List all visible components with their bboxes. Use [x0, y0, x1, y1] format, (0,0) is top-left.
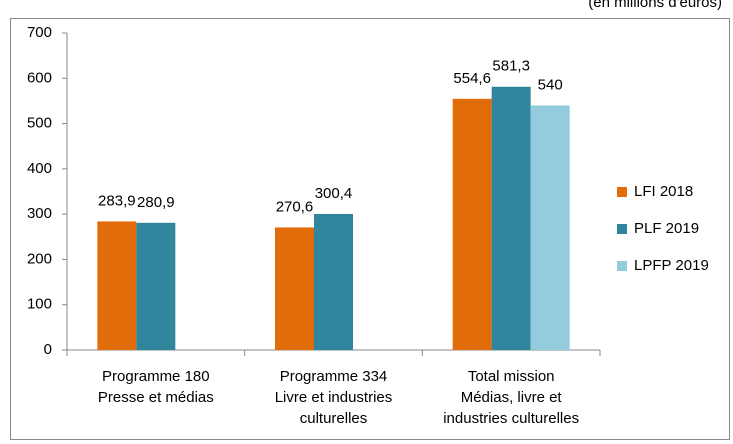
bar [314, 213, 353, 350]
bar [452, 98, 492, 350]
bar [136, 222, 176, 350]
legend-swatch [617, 224, 627, 234]
legend-label: LFI 2018 [634, 183, 693, 200]
x-tick-label: industries culturelles [443, 410, 579, 427]
value-label: 554,6 [453, 70, 491, 87]
x-tick-label: culturelles [300, 410, 368, 427]
x-tick-label: Livre et industries [275, 389, 393, 406]
x-tick-label: Programme 180 [102, 368, 210, 385]
x-tick-label: Médias, livre et [461, 389, 563, 406]
value-label: 581,3 [492, 58, 530, 75]
legend-swatch [617, 187, 627, 197]
bar [275, 227, 314, 350]
bar [530, 105, 570, 350]
value-label: 270,6 [276, 198, 314, 215]
bar [97, 221, 137, 350]
value-label: 283,9 [98, 192, 136, 209]
legend-label: PLF 2019 [634, 220, 699, 237]
y-tick-label: 700 [27, 24, 52, 41]
x-tick-label: Programme 334 [280, 368, 388, 385]
y-tick-label: 0 [44, 341, 52, 358]
legend-swatch [617, 261, 627, 271]
x-tick-label: Total mission [468, 368, 555, 385]
y-tick-label: 100 [27, 296, 52, 313]
y-tick-label: 200 [27, 250, 52, 267]
chart-subtitle: (en millions d'euros) [588, 0, 722, 11]
y-tick-label: 600 [27, 69, 52, 86]
value-label: 540 [538, 76, 563, 93]
x-tick-label: Presse et médias [98, 389, 214, 406]
value-label: 280,9 [137, 194, 175, 211]
y-tick-label: 500 [27, 115, 52, 132]
legend-label: LPFP 2019 [634, 257, 709, 274]
bar [491, 86, 531, 350]
y-tick-label: 400 [27, 160, 52, 177]
y-tick-label: 300 [27, 205, 52, 222]
value-label: 300,4 [315, 185, 353, 202]
